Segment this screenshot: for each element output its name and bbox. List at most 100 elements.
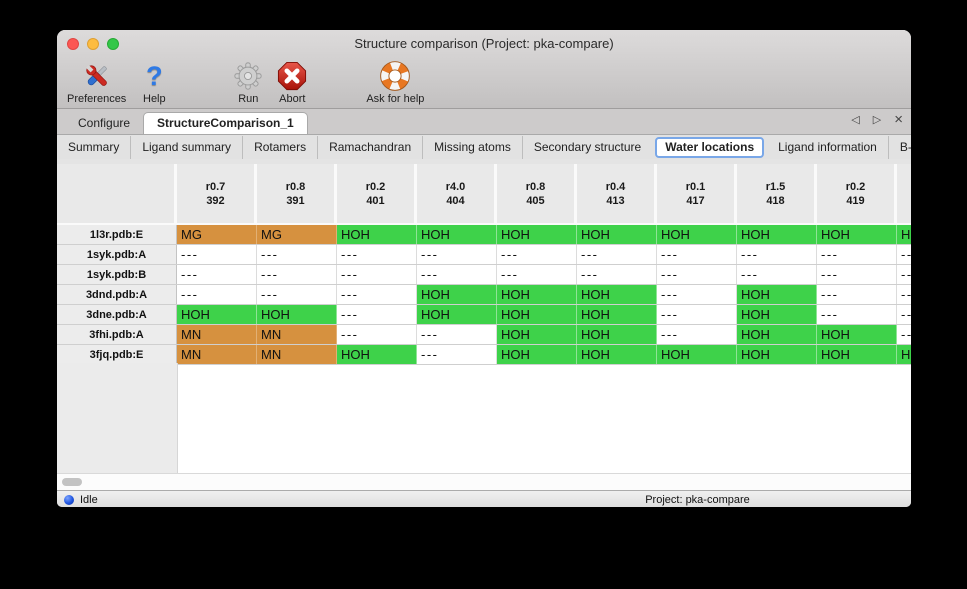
table-cell[interactable]: --- (257, 265, 337, 284)
horizontal-scrollbar[interactable] (57, 473, 911, 490)
minimize-button[interactable] (87, 38, 99, 50)
titlebar[interactable]: Structure comparison (Project: pka-compa… (57, 30, 911, 58)
table-cell[interactable]: HOH (337, 345, 417, 364)
table-cell[interactable]: HOH (417, 285, 497, 304)
table-cell[interactable]: HOH (737, 345, 817, 364)
column-header[interactable]: r0.2 401 (337, 164, 417, 223)
subtab-ramachandran[interactable]: Ramachandran (317, 135, 422, 159)
column-header[interactable]: r0.2 419 (817, 164, 897, 223)
subtab-ligand-information[interactable]: Ligand information (778, 139, 877, 154)
subtab-ligand-summary[interactable]: Ligand summary (130, 135, 242, 159)
row-header[interactable]: 3dne.pdb:A (57, 305, 177, 324)
table-cell[interactable]: MN (257, 345, 337, 364)
table-cell[interactable]: HOH (737, 285, 817, 304)
table-cell[interactable]: HOH (497, 225, 577, 244)
table-cell[interactable]: --- (657, 285, 737, 304)
row-header[interactable]: 1syk.pdb:B (57, 265, 177, 284)
table-cell[interactable]: --- (257, 245, 337, 264)
row-header[interactable]: 1syk.pdb:A (57, 245, 177, 264)
tab-close-icon[interactable]: × (894, 111, 903, 128)
column-header[interactable] (897, 164, 911, 223)
column-header[interactable]: r0.7 392 (177, 164, 257, 223)
subtab-missing-atoms[interactable]: Missing atoms (422, 135, 522, 159)
table-cell[interactable]: --- (337, 305, 417, 324)
table-cell[interactable]: --- (177, 285, 257, 304)
help-button[interactable]: ? Help (138, 60, 170, 105)
table-cell[interactable]: HOH (737, 325, 817, 344)
subtab-secondary-structure[interactable]: Secondary structure (521, 135, 652, 159)
table-cell[interactable]: --- (901, 307, 911, 322)
table-cell[interactable]: --- (577, 265, 657, 284)
subtab-b-factors[interactable]: B-factors (887, 135, 911, 159)
table-cell[interactable]: --- (817, 245, 897, 264)
table-cell[interactable]: HOH (577, 345, 657, 364)
table-cell[interactable]: HOH (897, 345, 911, 364)
table-cell[interactable]: --- (417, 265, 497, 284)
subtab-rotamers[interactable]: Rotamers (242, 135, 317, 159)
table-corner-cell[interactable] (57, 164, 177, 223)
row-header[interactable]: 1l3r.pdb:E (57, 225, 177, 244)
table-cell[interactable]: --- (737, 265, 817, 284)
preferences-button[interactable]: Preferences (67, 60, 126, 105)
table-cell[interactable]: --- (497, 245, 577, 264)
table-cell[interactable]: --- (417, 325, 497, 344)
table-cell[interactable]: --- (817, 265, 897, 284)
tab-configure[interactable]: Configure (78, 116, 131, 130)
table-cell[interactable]: HOH (497, 325, 577, 344)
table-cell[interactable]: HOH (817, 325, 897, 344)
row-header[interactable]: 3dnd.pdb:A (57, 285, 177, 304)
horizontal-scrollbar-thumb[interactable] (62, 478, 82, 486)
table-cell[interactable]: MN (177, 345, 257, 364)
table-cell[interactable]: --- (337, 325, 417, 344)
table-cell[interactable]: --- (657, 245, 737, 264)
table-cell[interactable]: HOH (817, 345, 897, 364)
run-button[interactable]: Run (232, 60, 264, 105)
table-cell[interactable]: --- (901, 287, 911, 302)
close-button[interactable] (67, 38, 79, 50)
row-header[interactable]: 3fjq.pdb:E (57, 345, 177, 364)
tab-scroll-right-icon[interactable]: ▷ (872, 114, 882, 126)
table-cell[interactable]: HOH (577, 225, 657, 244)
tab-structurecomparison-1[interactable]: StructureComparison_1 (143, 112, 308, 134)
table-cell[interactable]: HOH (577, 285, 657, 304)
table-cell[interactable]: HOH (817, 225, 897, 244)
table-cell[interactable]: MN (257, 325, 337, 344)
table-cell[interactable]: HOH (417, 305, 497, 324)
table-cell[interactable]: HOH (417, 225, 497, 244)
table-cell[interactable]: HOH (337, 225, 417, 244)
table-cell[interactable]: HOH (577, 325, 657, 344)
table-cell[interactable]: --- (737, 245, 817, 264)
table-cell[interactable]: --- (817, 285, 897, 304)
table-cell[interactable]: --- (817, 305, 897, 324)
table-cell[interactable]: --- (417, 345, 497, 364)
table-cell[interactable]: --- (901, 247, 911, 262)
column-header[interactable]: r0.4 413 (577, 164, 657, 223)
abort-button[interactable]: Abort (276, 60, 308, 105)
table-cell[interactable]: --- (177, 265, 257, 284)
ask-for-help-button[interactable]: Ask for help (366, 60, 424, 105)
table-cell[interactable]: HOH (497, 285, 577, 304)
table-cell[interactable]: --- (337, 265, 417, 284)
table-cell[interactable]: MG (257, 225, 337, 244)
table-cell[interactable]: --- (901, 327, 911, 342)
table-cell[interactable]: --- (497, 265, 577, 284)
zoom-button[interactable] (107, 38, 119, 50)
table-cell[interactable]: HOH (577, 305, 657, 324)
table-cell[interactable]: --- (337, 285, 417, 304)
column-header[interactable]: r4.0 404 (417, 164, 497, 223)
table-cell[interactable]: HOH (497, 305, 577, 324)
column-header[interactable]: r0.8 391 (257, 164, 337, 223)
table-cell[interactable]: HOH (657, 225, 737, 244)
column-header[interactable]: r0.1 417 (657, 164, 737, 223)
table-cell[interactable]: HOH (497, 345, 577, 364)
tab-scroll-left-icon[interactable]: ◁ (851, 114, 860, 126)
table-cell[interactable]: --- (337, 245, 417, 264)
table-cell[interactable]: --- (177, 245, 257, 264)
table-cell[interactable]: --- (417, 245, 497, 264)
table-cell[interactable]: HOH (657, 345, 737, 364)
table-cell[interactable]: --- (901, 267, 911, 282)
table-cell[interactable]: HOH (737, 305, 817, 324)
table-cell[interactable]: --- (577, 245, 657, 264)
subtab-summary[interactable]: Summary (68, 139, 120, 154)
table-cell[interactable]: MG (177, 225, 257, 244)
